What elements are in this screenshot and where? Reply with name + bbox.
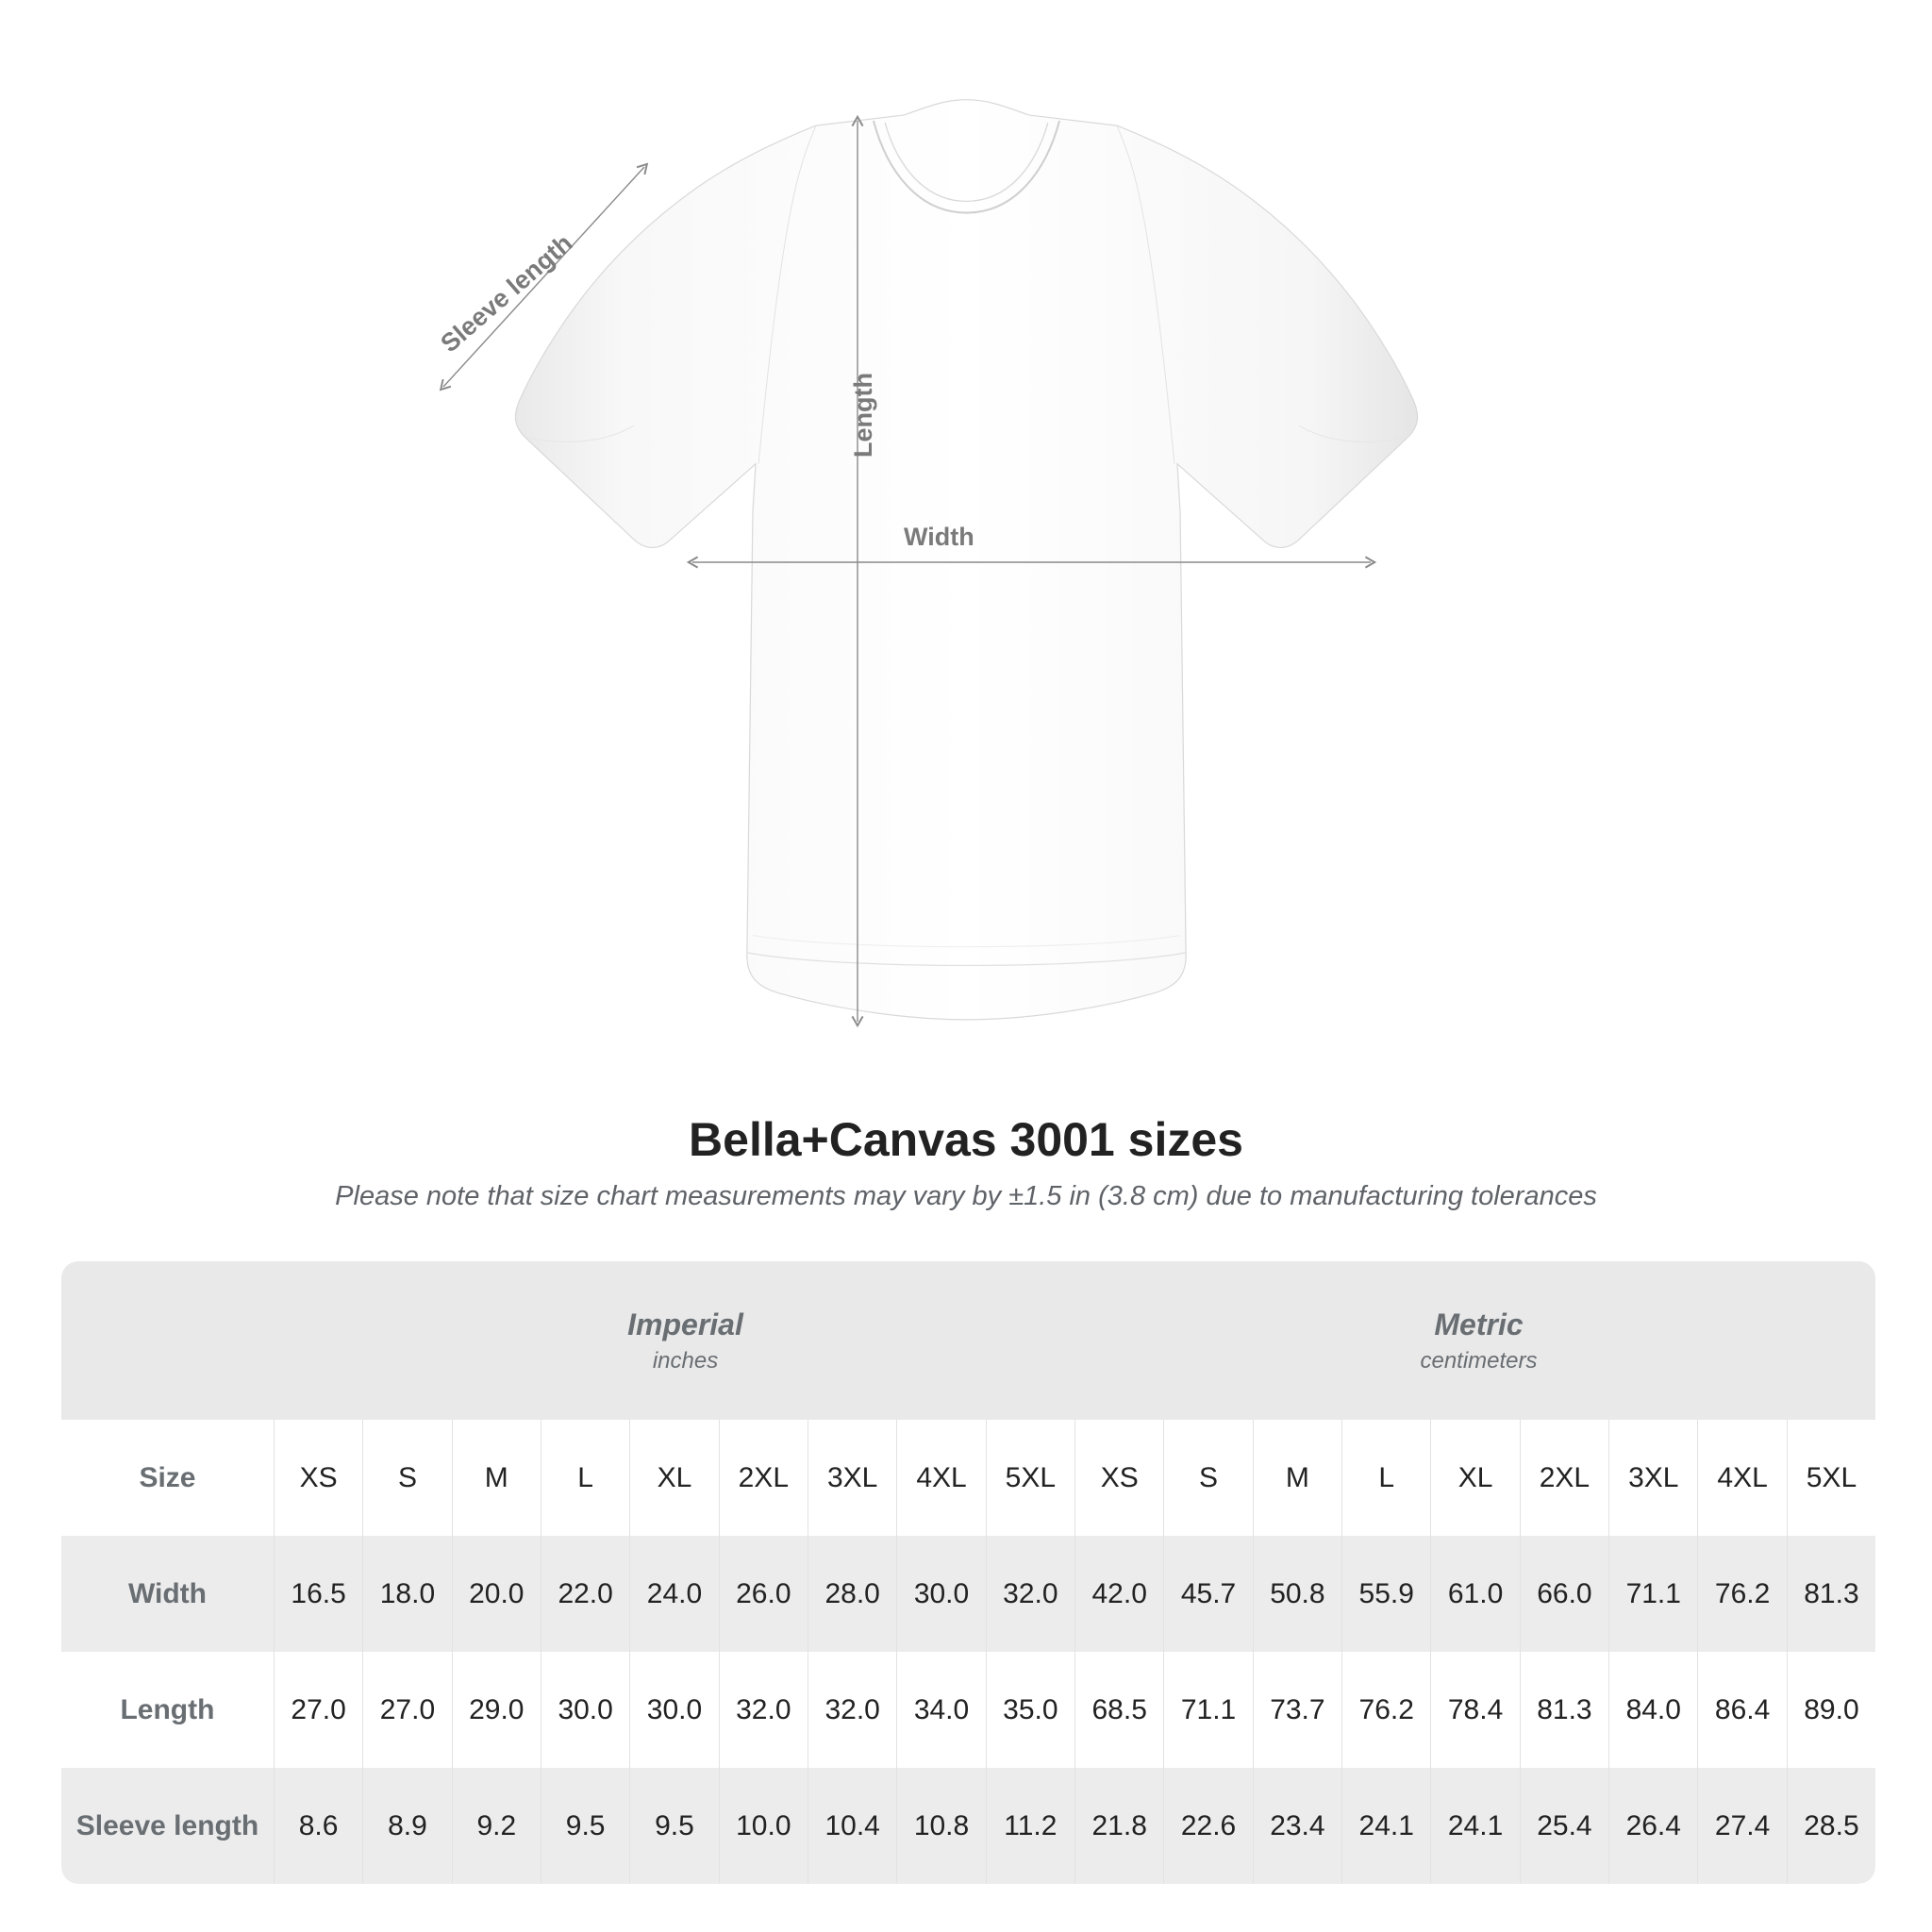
svg-text:Width: Width <box>904 523 974 551</box>
svg-text:Length: Length <box>849 373 877 458</box>
svg-text:Sleeve length: Sleeve length <box>435 228 577 358</box>
